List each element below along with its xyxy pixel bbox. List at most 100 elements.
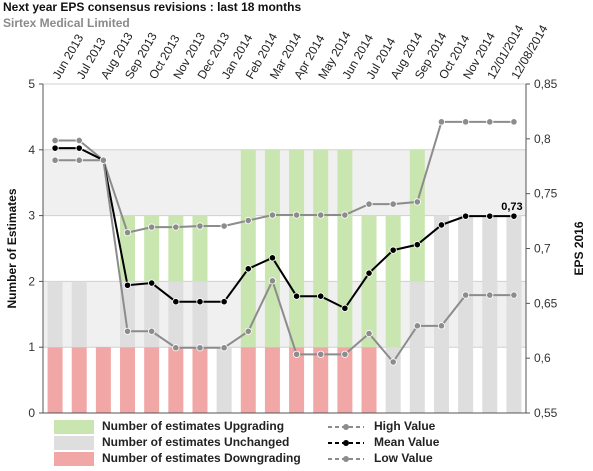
low-value-point — [365, 329, 373, 338]
bar-unchanged — [47, 281, 63, 348]
low-value-point — [510, 291, 518, 299]
right-tick-label: 0,75 — [534, 187, 558, 201]
high-value-point — [75, 136, 83, 145]
chart-subtitle: Sirtex Medical Limited — [3, 16, 130, 30]
right-axis-label: EPS 2016 — [572, 221, 586, 275]
plot-band — [43, 281, 526, 348]
high-value-point — [148, 223, 156, 231]
high-value-point — [196, 222, 204, 230]
high-value-point — [317, 211, 325, 219]
low-value-point — [51, 156, 59, 164]
right-tick-label: 0,85 — [534, 77, 558, 91]
low-value-point — [75, 156, 83, 164]
legend-swatch-upgrading — [54, 420, 94, 434]
legend-marker-low — [328, 456, 364, 462]
bar-unchanged — [506, 215, 522, 413]
mean-value-point — [462, 212, 470, 220]
bar-downgrading — [264, 347, 280, 413]
mean-value-point — [413, 241, 421, 249]
mean-value-point — [341, 304, 349, 312]
legend-label-high: High Value — [374, 419, 436, 433]
right-tick-label: 0,6 — [534, 351, 551, 365]
high-value-point — [220, 222, 228, 230]
bar-upgrading — [289, 149, 305, 348]
bar-downgrading — [71, 347, 87, 413]
bar-unchanged — [458, 215, 474, 413]
right-tick-label: 0,7 — [534, 242, 551, 256]
legend-label-unchanged: Number of estimates Unchanged — [102, 435, 290, 449]
right-tick-label: 0,65 — [534, 296, 558, 310]
bar-upgrading — [192, 215, 208, 282]
low-value-point — [196, 344, 204, 352]
legend-label-low: Low Value — [374, 451, 433, 465]
bar-downgrading — [168, 347, 184, 413]
plot-band — [43, 149, 526, 216]
left-tick-label: 1 — [28, 340, 35, 354]
right-tick-label: 0,8 — [534, 132, 551, 146]
low-value-point — [413, 322, 421, 330]
mean-value-point — [268, 254, 277, 262]
high-value-point — [510, 118, 518, 126]
left-tick-label: 0 — [28, 406, 35, 420]
mean-value-line — [55, 147, 514, 310]
mean-value-point — [196, 298, 204, 306]
bar-unchanged — [192, 281, 208, 348]
left-tick-label: 2 — [28, 274, 35, 288]
mean-value-point — [220, 298, 228, 306]
low-value-point — [148, 327, 156, 335]
legend-marker-mean — [328, 440, 364, 446]
high-value-point — [268, 211, 277, 219]
low-value-point — [462, 291, 470, 299]
high-value-point — [341, 211, 349, 219]
bar-downgrading — [95, 347, 111, 413]
bar-downgrading — [120, 347, 136, 413]
high-value-point — [172, 223, 180, 231]
bar-downgrading — [361, 347, 377, 413]
mean-value-point — [389, 246, 397, 254]
bar-unchanged — [385, 347, 401, 413]
bar-downgrading — [47, 347, 63, 413]
bar-downgrading — [240, 347, 256, 413]
low-value-line — [55, 159, 514, 364]
bar-upgrading — [409, 149, 425, 282]
bar-unchanged — [71, 281, 87, 348]
mean-value-point — [365, 269, 373, 277]
mean-value-point — [437, 221, 446, 229]
high-value-point — [413, 198, 421, 206]
low-value-point — [486, 291, 494, 299]
bar-unchanged — [168, 281, 184, 348]
bar-downgrading — [144, 347, 160, 413]
high-value-point — [123, 228, 132, 237]
bar-upgrading — [361, 215, 377, 348]
low-value-point — [317, 350, 325, 358]
bar-unchanged — [409, 281, 425, 413]
bar-upgrading — [144, 215, 160, 282]
mean-value-point — [75, 144, 83, 152]
bar-upgrading — [168, 215, 184, 282]
low-value-point — [268, 277, 277, 285]
right-tick-label: 0,55 — [534, 406, 558, 420]
low-value-point — [292, 350, 301, 358]
high-value-point — [244, 216, 252, 225]
high-value-point — [486, 118, 494, 126]
high-value-point — [292, 211, 301, 219]
bar-upgrading — [313, 149, 329, 348]
mean-value-point — [244, 265, 252, 273]
legend-label-upgrading: Number of estimates Upgrading — [102, 419, 285, 433]
bar-upgrading — [264, 149, 280, 348]
left-tick-label: 3 — [28, 209, 35, 223]
left-axis-label: Number of Estimates — [5, 188, 19, 308]
mean-value-point — [172, 298, 180, 306]
bar-upgrading — [385, 215, 401, 348]
high-value-point — [51, 136, 59, 145]
mean-value-point — [510, 212, 518, 220]
bar-upgrading — [120, 215, 136, 282]
bar-downgrading — [289, 347, 305, 413]
low-value-point — [341, 350, 349, 358]
bar-unchanged — [482, 215, 498, 413]
mean-value-point — [51, 144, 59, 152]
bar-downgrading — [337, 347, 353, 413]
low-value-point — [123, 327, 132, 335]
bar-upgrading — [337, 149, 353, 348]
legend-label-mean: Mean Value — [374, 435, 440, 449]
